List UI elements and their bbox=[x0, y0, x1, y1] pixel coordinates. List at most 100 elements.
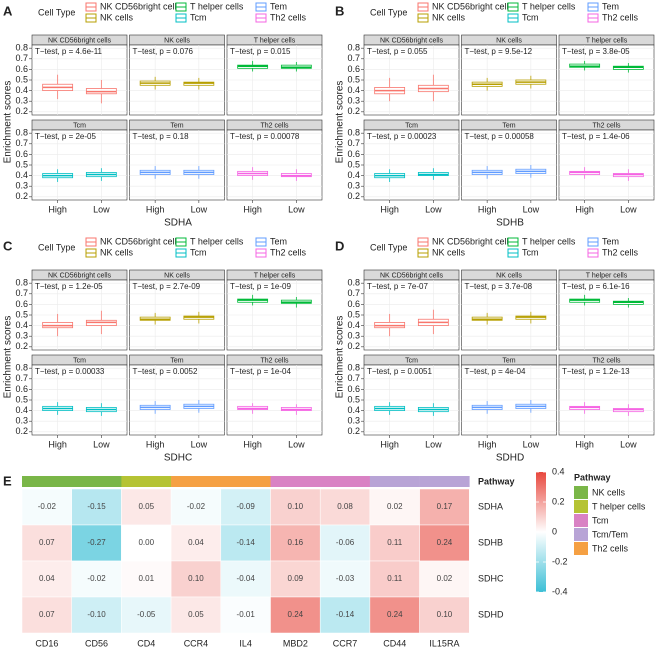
y-tick-label: 0.2 bbox=[347, 191, 360, 201]
cell-label: 0.09 bbox=[288, 574, 304, 583]
cell-label: 0.05 bbox=[138, 502, 154, 511]
column-label: CD4 bbox=[137, 638, 155, 648]
legend-label: Th2 cells bbox=[602, 12, 639, 22]
cell-label: 0.07 bbox=[39, 610, 55, 619]
facet-title: Tcm bbox=[73, 357, 86, 364]
x-tick-label: High bbox=[478, 439, 497, 449]
test-annotation: T−test, p = 0.00078 bbox=[230, 132, 300, 141]
cell-label: 0.10 bbox=[437, 610, 453, 619]
cell-label: -0.09 bbox=[237, 502, 256, 511]
legend-swatch bbox=[574, 528, 588, 541]
row-label: SDHD bbox=[478, 609, 504, 619]
y-tick-label: 0.8 bbox=[15, 363, 28, 373]
legend-label: NK cells bbox=[100, 247, 134, 257]
legend-label: Th2 cells bbox=[270, 12, 307, 22]
facet-title: NK cells bbox=[496, 272, 522, 279]
x-tick-label: Low bbox=[191, 204, 208, 214]
x-tick-label: High bbox=[243, 204, 262, 214]
pathway-annotation bbox=[22, 476, 72, 487]
column-label: IL4 bbox=[239, 638, 252, 648]
y-tick-label: 0.7 bbox=[347, 288, 360, 298]
test-annotation: T−test, p = 0.18 bbox=[133, 132, 190, 141]
test-annotation: T−test, p = 0.076 bbox=[133, 47, 194, 56]
colorbar-label: -0.4 bbox=[552, 586, 568, 596]
legend-label: NK CD56bright cells bbox=[100, 236, 182, 246]
facet-title: NK CD56bright cells bbox=[380, 37, 444, 44]
heatmap-cell bbox=[220, 488, 271, 526]
legend-label: NK cells bbox=[592, 487, 626, 497]
facet-title: NK cells bbox=[164, 272, 190, 279]
cell-label: -0.06 bbox=[336, 538, 355, 547]
cell-label: 0.05 bbox=[188, 610, 204, 619]
heatmap-cell bbox=[270, 524, 321, 562]
legend-swatch bbox=[574, 542, 588, 555]
y-tick-label: 0.4 bbox=[347, 405, 360, 415]
heatmap-cell bbox=[121, 596, 172, 634]
legend-label: Th2 cells bbox=[270, 247, 307, 257]
test-annotation: T−test, p = 1.2e-05 bbox=[35, 282, 103, 291]
colorbar-label: 0.2 bbox=[552, 496, 565, 506]
legend-label: T helper cells bbox=[190, 1, 244, 11]
legend-title: Cell Type bbox=[38, 242, 75, 252]
panel-label: B bbox=[335, 3, 344, 18]
x-tick-label: High bbox=[575, 439, 594, 449]
pathway-annotation bbox=[270, 476, 321, 487]
facet-title: Th2 cells bbox=[260, 357, 289, 364]
heatmap-cell bbox=[319, 596, 371, 634]
y-tick-label: 0.6 bbox=[347, 299, 360, 309]
x-tick-label: Low bbox=[93, 439, 110, 449]
y-tick-label: 0.8 bbox=[347, 363, 360, 373]
y-tick-label: 0.8 bbox=[347, 43, 360, 53]
x-axis-title: SDHA bbox=[164, 218, 192, 229]
y-tick-label: 0.2 bbox=[15, 191, 28, 201]
legend-label: Tem bbox=[602, 236, 619, 246]
test-annotation: T−test, p = 7e-07 bbox=[367, 282, 428, 291]
cell-label: -0.27 bbox=[87, 538, 106, 547]
column-label: CD56 bbox=[85, 638, 108, 648]
heatmap-cell bbox=[170, 596, 222, 634]
x-tick-label: Low bbox=[620, 439, 637, 449]
legend-label: Tcm/Tem bbox=[592, 529, 628, 539]
y-tick-label: 0.8 bbox=[15, 128, 28, 138]
heatmap-cell bbox=[270, 488, 321, 526]
y-tick-label: 0.5 bbox=[15, 394, 28, 404]
row-label: SDHB bbox=[478, 537, 503, 547]
test-annotation: T−test, p = 1.2e-13 bbox=[562, 367, 630, 376]
test-annotation: T−test, p = 0.00033 bbox=[35, 367, 105, 376]
colorbar-label: -0.2 bbox=[552, 556, 568, 566]
test-annotation: T−test, p = 0.0051 bbox=[367, 367, 432, 376]
y-tick-label: 0.3 bbox=[15, 331, 28, 341]
cell-label: -0.02 bbox=[87, 574, 106, 583]
heatmap-cell bbox=[319, 488, 371, 526]
heatmap-cell bbox=[369, 488, 420, 526]
y-tick-label: 0.3 bbox=[347, 181, 360, 191]
y-tick-label: 0.5 bbox=[347, 309, 360, 319]
heatmap-cell bbox=[419, 488, 470, 526]
panel-label: C bbox=[3, 238, 13, 253]
legend-label: NK cells bbox=[100, 12, 134, 22]
facet-title: Tem bbox=[170, 122, 183, 129]
legend-title: Cell Type bbox=[370, 7, 407, 17]
y-tick-label: 0.7 bbox=[347, 53, 360, 63]
x-tick-label: Low bbox=[425, 439, 442, 449]
y-tick-label: 0.6 bbox=[347, 64, 360, 74]
y-tick-label: 0.6 bbox=[15, 149, 28, 159]
test-annotation: T−test, p = 0.055 bbox=[367, 47, 428, 56]
heatmap-cell bbox=[220, 560, 271, 598]
row-label: SDHC bbox=[478, 573, 504, 583]
y-tick-label: 0.4 bbox=[15, 320, 28, 330]
y-tick-label: 0.3 bbox=[15, 96, 28, 106]
legend-label: Tcm bbox=[190, 12, 207, 22]
test-annotation: T−test, p = 3.7e-08 bbox=[465, 282, 533, 291]
x-axis-title: SDHC bbox=[164, 453, 192, 464]
cell-label: -0.02 bbox=[187, 502, 206, 511]
y-axis-title: Enrichment scores bbox=[335, 316, 346, 399]
test-annotation: T−test, p = 1e-04 bbox=[230, 367, 291, 376]
legend-label: NK CD56bright cells bbox=[100, 1, 182, 11]
pathway-annotation bbox=[121, 476, 172, 487]
cell-label: 0.08 bbox=[337, 502, 353, 511]
column-label: MBD2 bbox=[283, 638, 308, 648]
y-tick-label: 0.6 bbox=[15, 64, 28, 74]
y-tick-label: 0.8 bbox=[15, 278, 28, 288]
y-tick-label: 0.6 bbox=[15, 384, 28, 394]
